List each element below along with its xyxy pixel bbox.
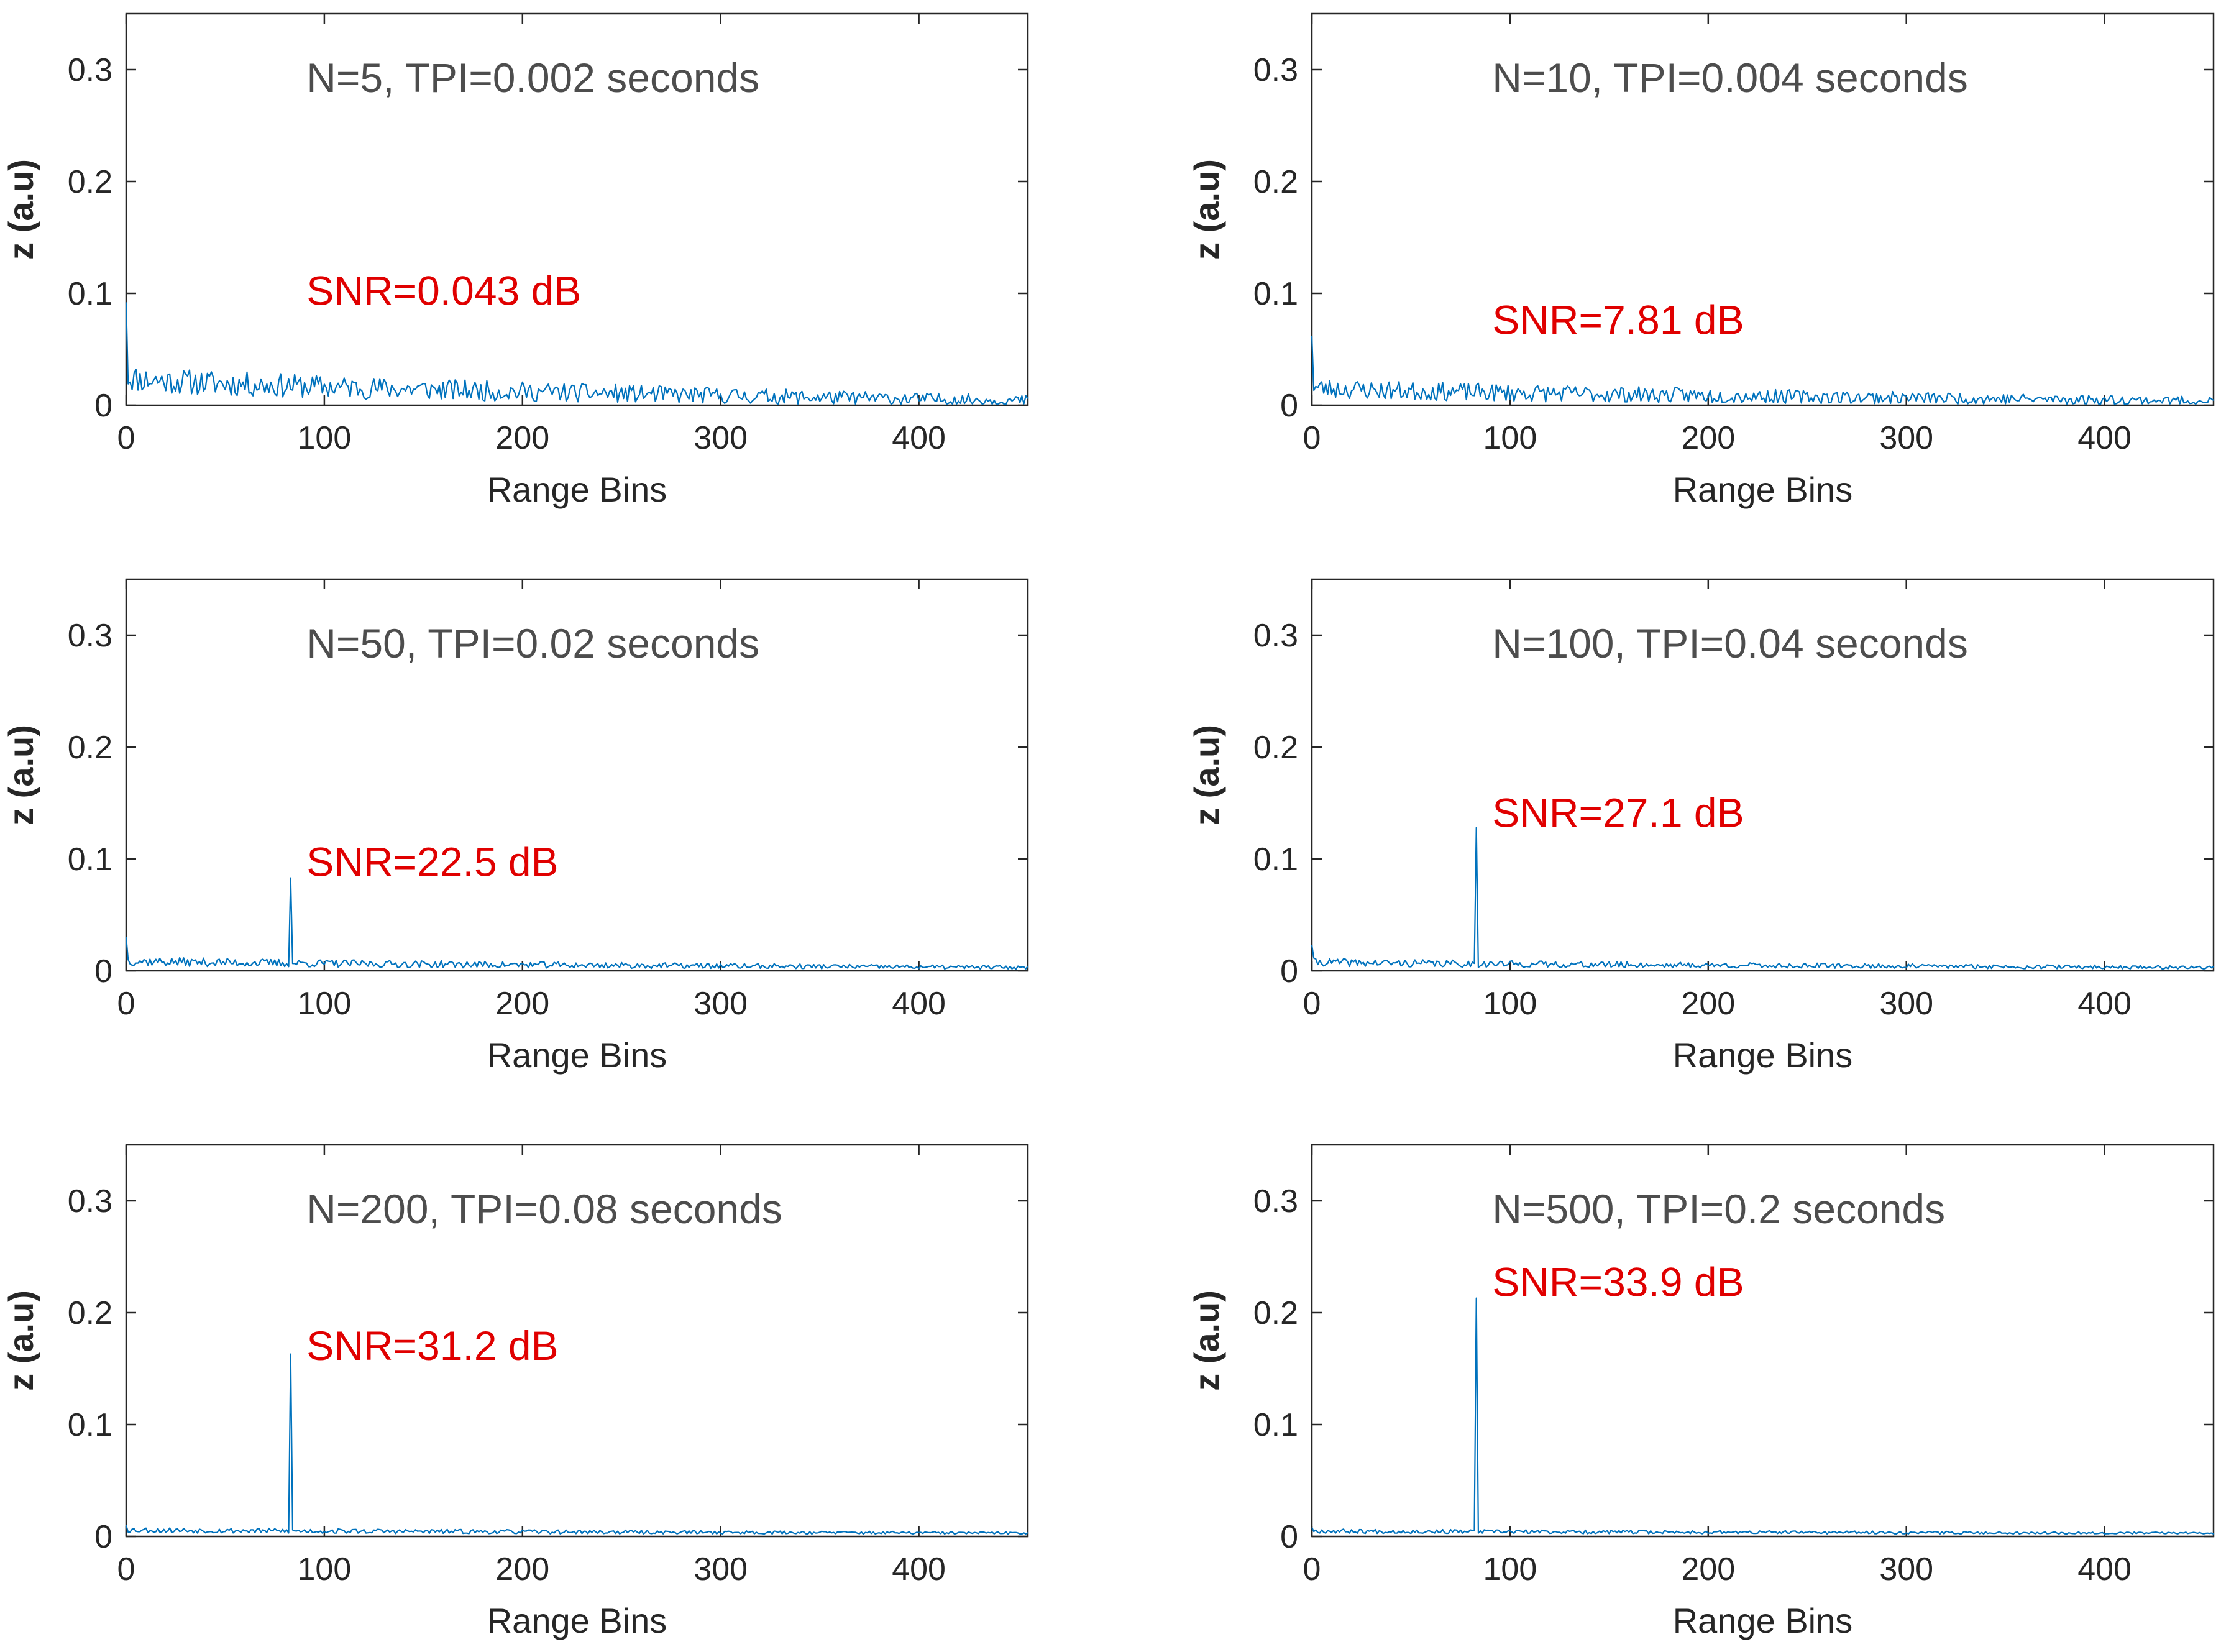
x-tick-label: 400 <box>2077 986 2132 1022</box>
x-tick-label: 300 <box>1879 986 1933 1022</box>
x-axis-label: Range Bins <box>487 1035 667 1075</box>
chart-panel-1: 0 100 200 300 400 0 0.1 0.2 0.3 Range Bins z (a.u)… <box>1 12 1029 509</box>
annotation-title: N=100, TPI=0.04 seconds <box>1492 620 1968 666</box>
x-tick-label: 300 <box>1879 1551 1933 1587</box>
annotation-title: N=10, TPI=0.004 seconds <box>1492 55 1968 101</box>
x-axis-label: Range Bins <box>487 470 667 509</box>
y-tick-label: 0.2 <box>68 164 112 200</box>
x-axis-label: Range Bins <box>1673 1035 1853 1075</box>
plot-area-frame <box>1311 1144 2215 1538</box>
x-tick-label: 200 <box>495 986 549 1022</box>
signal-line <box>125 877 1028 970</box>
snr-label: SNR=27.1 dB <box>1492 789 1744 835</box>
snr-label: SNR=31.2 dB <box>306 1323 558 1369</box>
plot-area-frame <box>125 578 1029 972</box>
x-tick-label: 200 <box>495 420 549 456</box>
y-tick-label: 0.2 <box>68 730 112 766</box>
x-tick-label: 200 <box>1681 420 1735 456</box>
x-tick-label: 200 <box>1681 986 1735 1022</box>
x-tick-label: 100 <box>1483 986 1537 1022</box>
x-tick-label: 0 <box>1303 420 1321 456</box>
y-tick-label: 0.2 <box>68 1295 112 1331</box>
x-tick-label: 400 <box>892 1551 946 1587</box>
x-tick-label: 400 <box>2077 1551 2132 1587</box>
x-tick-label: 300 <box>1879 420 1933 456</box>
x-tick-label: 100 <box>298 1551 352 1587</box>
plot-area-frame <box>1311 12 2215 406</box>
x-tick-label: 300 <box>694 1551 748 1587</box>
y-tick-label: 0.1 <box>1253 276 1298 312</box>
x-tick-label: 0 <box>117 1551 135 1587</box>
y-tick-label: 0.2 <box>1253 164 1298 200</box>
y-tick-label: 0.1 <box>68 276 112 312</box>
signal-line <box>125 302 1028 405</box>
x-axis-label: Range Bins <box>1673 1601 1853 1640</box>
x-tick-label: 0 <box>1303 1551 1321 1587</box>
x-tick-label: 0 <box>1303 986 1321 1022</box>
x-tick-label: 400 <box>2077 420 2132 456</box>
signal-line <box>1311 336 2214 405</box>
annotation-title: N=500, TPI=0.2 seconds <box>1492 1186 1945 1232</box>
y-tick-label: 0 <box>1280 388 1298 424</box>
x-tick-label: 200 <box>495 1551 549 1587</box>
y-tick-label: 0 <box>94 953 112 989</box>
chart-panel-5: 0 100 200 300 400 0 0.1 0.2 0.3 Range Bins z (a.u)… <box>1 1144 1029 1640</box>
chart-panel-6: 0 100 200 300 400 0 0.1 0.2 0.3 Range Bins z (a.u)… <box>1187 1144 2215 1640</box>
chart-panel-4: 0 100 200 300 400 0 0.1 0.2 0.3 Range Bins z (a.u)… <box>1187 578 2215 1075</box>
y-tick-label: 0.2 <box>1253 730 1298 766</box>
signal-line <box>1311 1297 2214 1535</box>
y-tick-label: 0 <box>1280 953 1298 989</box>
annotation-title: N=50, TPI=0.02 seconds <box>306 620 759 666</box>
x-tick-label: 100 <box>1483 1551 1537 1587</box>
x-tick-label: 0 <box>117 986 135 1022</box>
y-axis-label: z (a.u) <box>1187 1290 1226 1391</box>
y-axis-label: z (a.u) <box>1 159 40 260</box>
y-tick-label: 0.3 <box>68 1183 112 1219</box>
snr-label: SNR=7.81 dB <box>1492 296 1744 342</box>
y-tick-label: 0.1 <box>1253 842 1298 878</box>
plot-area-frame <box>125 12 1029 406</box>
y-tick-label: 0.1 <box>68 1407 112 1443</box>
y-tick-label: 0 <box>94 1519 112 1555</box>
y-tick-label: 0.1 <box>68 842 112 878</box>
snr-label: SNR=22.5 dB <box>306 839 558 885</box>
y-tick-label: 0.3 <box>68 618 112 654</box>
x-tick-label: 100 <box>298 420 352 456</box>
chart-panel-3: 0 100 200 300 400 0 0.1 0.2 0.3 Range Bins z (a.u)… <box>1 578 1029 1075</box>
x-axis-label: Range Bins <box>487 1601 667 1640</box>
x-tick-label: 100 <box>298 986 352 1022</box>
y-tick-label: 0.3 <box>1253 1183 1298 1219</box>
annotation-title: N=5, TPI=0.002 seconds <box>306 55 759 101</box>
signal-line <box>125 1353 1028 1535</box>
y-tick-label: 0.3 <box>1253 618 1298 654</box>
x-tick-label: 400 <box>892 986 946 1022</box>
x-tick-label: 400 <box>892 420 946 456</box>
y-tick-label: 0 <box>94 388 112 424</box>
y-axis-label: z (a.u) <box>1187 159 1226 260</box>
snr-label: SNR=0.043 dB <box>306 268 581 314</box>
chart-panel-2: 0 100 200 300 400 0 0.1 0.2 0.3 Range Bins z (a.u)… <box>1187 12 2215 509</box>
x-tick-label: 0 <box>117 420 135 456</box>
x-tick-label: 200 <box>1681 1551 1735 1587</box>
y-tick-label: 0.2 <box>1253 1295 1298 1331</box>
y-axis-label: z (a.u) <box>1 725 40 825</box>
x-axis-label: Range Bins <box>1673 470 1853 509</box>
y-axis-label: z (a.u) <box>1 1290 40 1391</box>
x-tick-label: 100 <box>1483 420 1537 456</box>
y-tick-label: 0.3 <box>1253 52 1298 88</box>
snr-label: SNR=33.9 dB <box>1492 1259 1744 1305</box>
plot-area-frame <box>125 1144 1029 1538</box>
signal-line <box>1311 827 2214 970</box>
y-tick-label: 0 <box>1280 1519 1298 1555</box>
plot-area-frame <box>1311 578 2215 972</box>
x-tick-label: 300 <box>694 420 748 456</box>
y-axis-label: z (a.u) <box>1187 725 1226 825</box>
x-tick-label: 300 <box>694 986 748 1022</box>
annotation-title: N=200, TPI=0.08 seconds <box>306 1186 782 1232</box>
y-tick-label: 0.3 <box>68 52 112 88</box>
y-tick-label: 0.1 <box>1253 1407 1298 1443</box>
